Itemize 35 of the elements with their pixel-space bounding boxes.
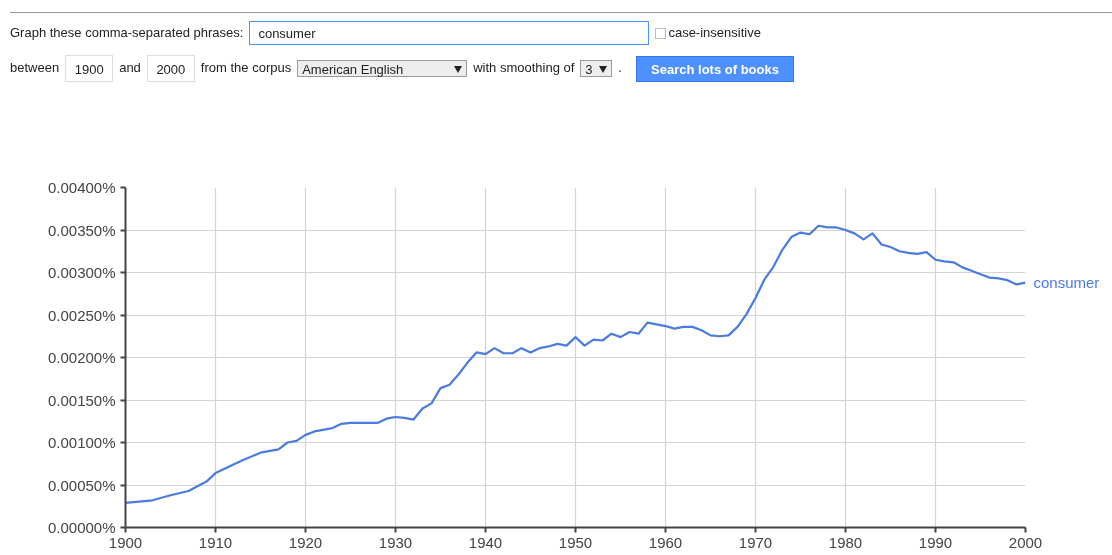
x-tick-label: 1970 [738,533,773,551]
text: American English [297,60,468,77]
y-tick-label: 0.00150% [47,391,116,409]
y-tick-label: 0.00400% [47,179,116,196]
x-tick-label: 1940 [468,533,503,551]
x-tick-label: 1990 [918,533,953,551]
series-label: consumer [1033,274,1100,292]
y-tick-label: 0.00300% [47,264,116,281]
x-tick-label: 1900 [108,533,143,551]
text: consumer [249,21,650,45]
text: with smoothing of [473,59,575,78]
x-tick-label: 1920 [288,533,323,551]
text: . [618,59,622,78]
y-tick-label: 0.00250% [47,306,116,324]
x-tick-label: 1980 [828,533,863,551]
x-tick-label: 2000 [1008,533,1043,551]
text: case-insensitive [667,23,761,42]
text: between [10,59,60,78]
x-tick-label: 1910 [198,533,233,551]
x-tick-label: 1930 [378,533,413,551]
text: and [119,59,141,78]
text: 3 [580,60,613,77]
y-tick-label: 0.00350% [47,221,116,239]
text: Search lots of books [635,55,794,82]
x-tick-label: 1950 [558,533,593,551]
line-series [125,224,1026,504]
text: 2000 [146,55,195,82]
x-tick-label: 1960 [648,533,683,551]
text: Graph these comma-separated phrases: [10,23,244,42]
text: 1900 [65,55,114,82]
y-tick-label: 0.00000% [47,519,116,536]
y-tick-label: 0.00100% [47,434,116,451]
y-tick-label: 0.00200% [47,349,116,366]
text: from the corpus [200,59,292,78]
y-tick-label: 0.00050% [47,476,116,494]
